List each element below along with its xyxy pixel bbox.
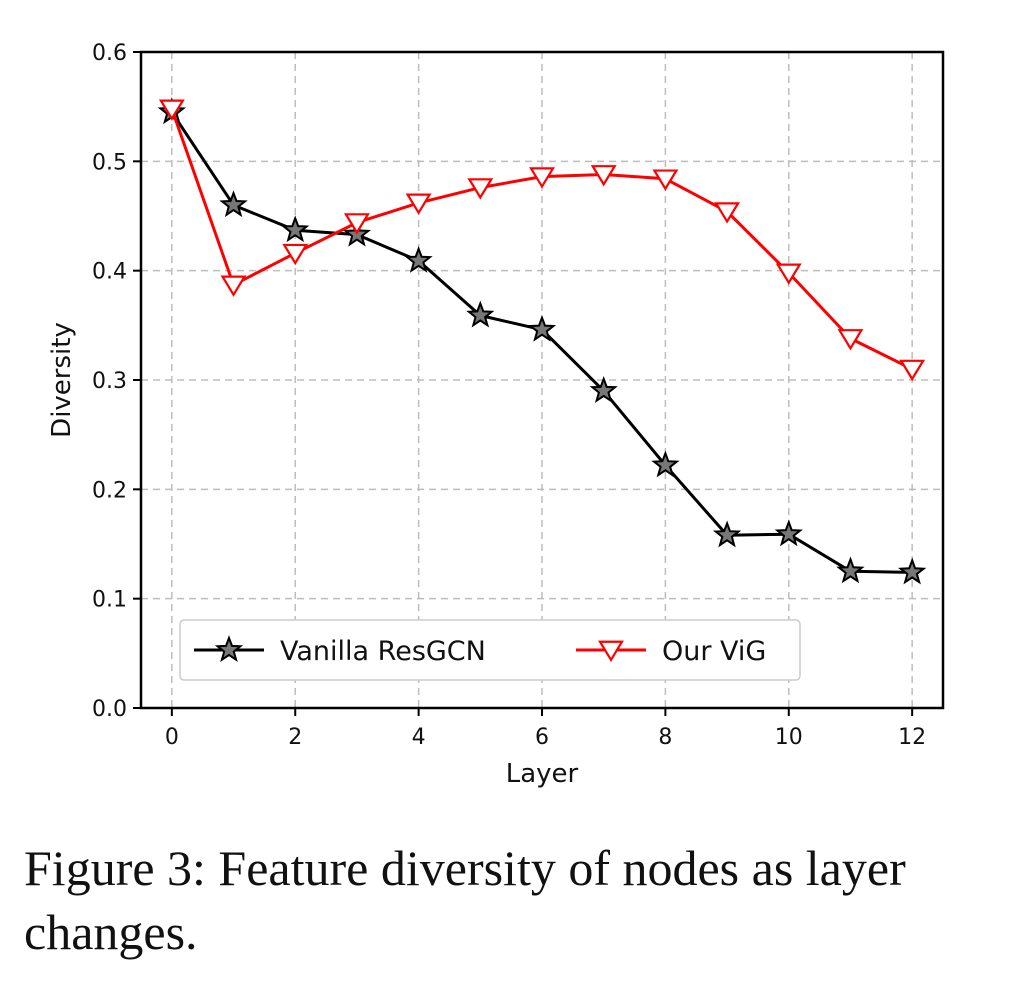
data-point	[220, 275, 247, 297]
x-tick-label: 8	[658, 725, 672, 750]
data-point	[897, 557, 927, 585]
data-point	[774, 519, 803, 547]
data-point	[343, 213, 370, 235]
data-point	[590, 165, 617, 187]
data-point	[651, 450, 680, 478]
data-point	[281, 215, 310, 243]
y-tick-label: 0.2	[92, 478, 127, 503]
x-tick-label: 12	[898, 725, 926, 750]
data-point	[158, 99, 185, 121]
y-axis-label: Diversity	[47, 322, 77, 438]
x-tick-label: 0	[165, 725, 179, 750]
y-tick-label: 0.4	[92, 260, 127, 285]
legend-entry-label: Vanilla ResGCN	[280, 636, 486, 667]
data-point	[282, 243, 309, 266]
legend-marker	[598, 640, 624, 663]
axis-ticks: 0 2 4 6 8 10 12 0.0 0.1 0.2 0.3 0.4 0.5 0.6	[92, 41, 926, 750]
data-point	[219, 190, 248, 218]
y-tick-label: 0.1	[92, 588, 127, 613]
x-tick-label: 6	[535, 725, 549, 750]
data-point	[529, 167, 555, 189]
data-point	[527, 314, 557, 342]
legend-marker	[214, 635, 244, 663]
legend-box	[179, 619, 801, 681]
y-tick-label: 0.0	[92, 697, 127, 722]
data-point	[405, 193, 432, 215]
legend-entry-label: Our ViG	[662, 636, 766, 667]
y-tick-label: 0.5	[92, 150, 127, 175]
data-point	[466, 300, 495, 328]
figure-caption: Figure 3: Feature diversity of nodes as …	[24, 840, 906, 960]
data-point	[404, 245, 433, 273]
x-axis-label: Layer	[506, 759, 579, 789]
x-tick-label: 4	[412, 725, 426, 750]
legend: Vanilla ResGCN Our ViG	[179, 619, 801, 681]
data-point	[775, 263, 802, 285]
grid-lines	[141, 51, 943, 709]
data-point	[467, 178, 494, 200]
data-point	[837, 329, 864, 351]
data-point	[712, 520, 742, 548]
data-point	[652, 169, 679, 191]
data-point	[714, 202, 741, 224]
line-chart: 0 2 4 6 8 10 12 0.0 0.1 0.2 0.3 0.4 0.5 0.6 Layer Div…	[47, 41, 945, 789]
data-point	[589, 376, 618, 403]
y-tick-label: 0.3	[92, 369, 127, 394]
data-point	[899, 359, 926, 382]
x-tick-label: 10	[775, 725, 803, 750]
series-layer	[157, 97, 927, 585]
data-point	[836, 556, 865, 584]
x-tick-label: 2	[288, 725, 302, 750]
y-tick-label: 0.6	[92, 41, 127, 66]
